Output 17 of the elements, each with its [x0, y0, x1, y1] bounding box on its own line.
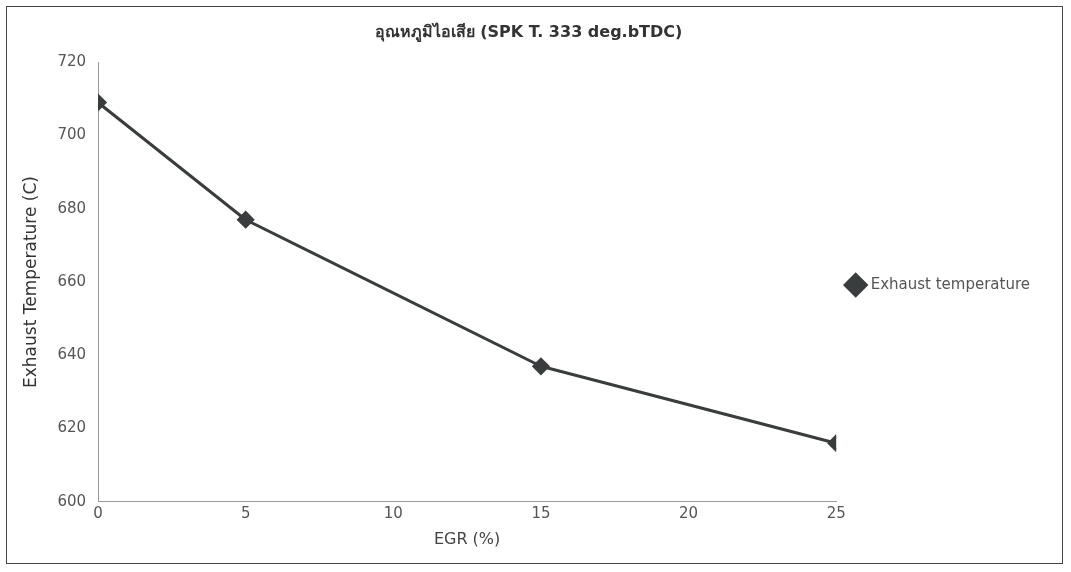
y-tick-label: 640 — [57, 345, 87, 364]
y-axis-title: Exhaust Temperature (C) — [19, 176, 40, 388]
x-tick-label: 10 — [383, 503, 403, 522]
y-tick-label: 620 — [57, 418, 87, 437]
x-tick-label: 5 — [240, 503, 251, 522]
x-tick-label: 25 — [826, 503, 846, 522]
x-tick-label: 0 — [93, 503, 103, 522]
legend-label: Exhaust temperature — [870, 274, 1030, 293]
y-tick-label: 700 — [57, 125, 87, 144]
y-tick-label: 720 — [57, 52, 87, 71]
y-tick-label: 600 — [57, 491, 87, 510]
y-tick-label: 680 — [57, 198, 87, 217]
chart-title: อุณหภูมิไอเสีย (SPK T. 333 deg.bTDC) — [374, 21, 683, 43]
x-axis-title: EGR (%) — [433, 528, 501, 548]
x-tick-label: 15 — [531, 503, 551, 522]
x-tick-label: 20 — [679, 503, 699, 522]
y-tick-label: 660 — [57, 271, 87, 290]
